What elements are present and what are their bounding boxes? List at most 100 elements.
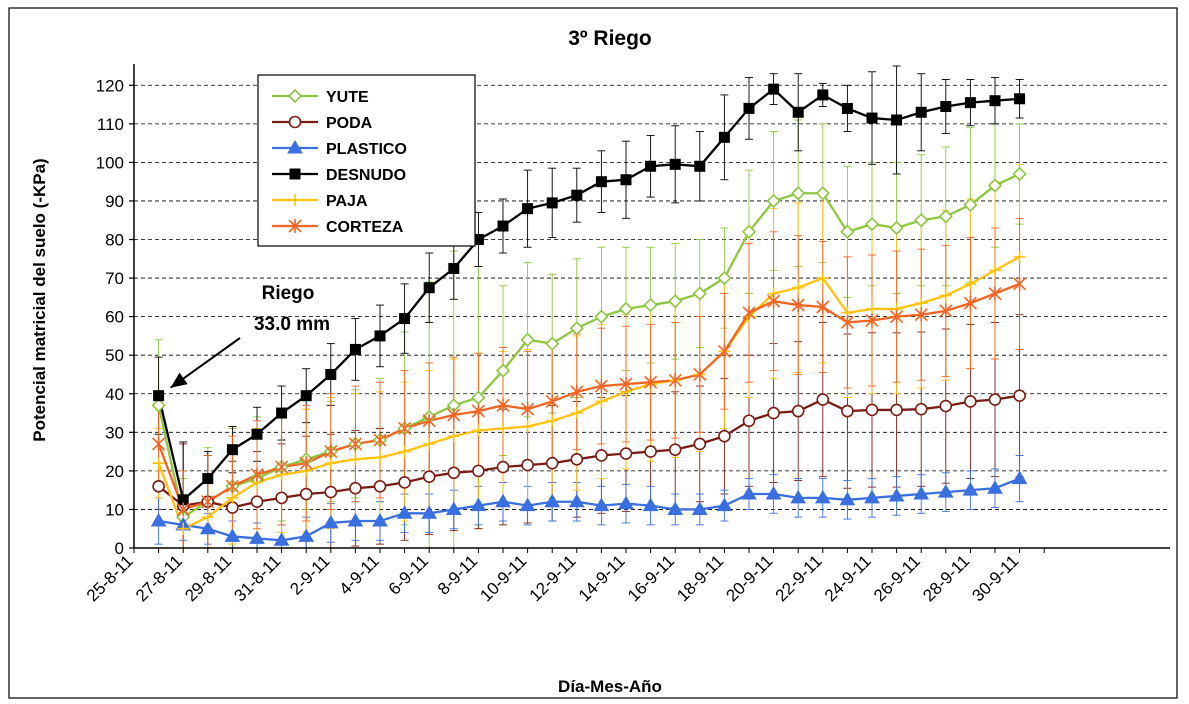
point-plastico	[937, 484, 954, 498]
point-poda	[299, 487, 313, 501]
point-plastico	[716, 497, 733, 512]
point-desnudo	[989, 95, 1001, 107]
point-yute	[594, 309, 609, 324]
point-desnudo	[177, 494, 189, 506]
point-paja	[177, 522, 190, 535]
point-desnudo	[940, 100, 952, 112]
point-paja	[1013, 250, 1026, 263]
point-paja	[915, 297, 928, 310]
point-poda	[324, 485, 338, 499]
point-corteza	[201, 494, 215, 509]
point-yute	[717, 270, 732, 286]
point-corteza	[988, 286, 1002, 301]
point-plastico	[962, 482, 979, 496]
legend-box	[257, 74, 476, 247]
point-poda	[964, 395, 977, 408]
point-plastico	[273, 532, 290, 546]
point-desnudo	[472, 234, 484, 246]
point-poda	[890, 403, 903, 417]
point-paja	[423, 437, 436, 450]
point-plastico	[987, 480, 1003, 494]
point-corteza	[668, 373, 682, 388]
annotation: Riego 33.0 mm	[170, 283, 330, 389]
point-corteza	[324, 444, 338, 459]
point-poda	[644, 445, 657, 458]
point-desnudo	[768, 83, 780, 95]
series-markers	[150, 83, 1028, 546]
point-corteza	[816, 300, 830, 314]
point-yute	[668, 294, 683, 309]
point-plastico	[224, 528, 241, 542]
point-paja	[226, 491, 239, 504]
point-poda	[718, 429, 731, 443]
point-desnudo	[718, 131, 730, 143]
point-poda	[865, 403, 879, 417]
point-poda	[791, 404, 805, 418]
point-yute	[520, 332, 535, 347]
point-corteza	[840, 315, 854, 330]
point-corteza	[1013, 276, 1027, 291]
point-desnudo	[276, 407, 288, 419]
legend-label-poda: PODA	[326, 115, 373, 132]
point-paja	[964, 277, 977, 290]
point-paja	[792, 281, 805, 294]
y-tick-label: 30	[105, 423, 124, 442]
point-desnudo	[399, 313, 411, 325]
point-plastico	[667, 501, 684, 515]
point-corteza	[348, 436, 362, 451]
point-corteza	[176, 502, 190, 517]
point-corteza	[152, 436, 166, 451]
y-tick-label: 0	[115, 539, 124, 558]
point-poda	[570, 453, 584, 466]
point-desnudo	[817, 89, 829, 101]
point-plastico	[495, 493, 511, 508]
point-desnudo	[251, 428, 263, 440]
point-paja	[349, 453, 362, 466]
point-poda	[693, 437, 707, 451]
point-plastico	[593, 497, 610, 512]
point-corteza	[767, 294, 781, 309]
annotation-arrowhead	[170, 372, 188, 388]
point-corteza	[914, 307, 928, 322]
y-tick-label: 120	[96, 76, 124, 95]
point-yute	[618, 301, 634, 317]
point-yute	[495, 363, 511, 378]
point-desnudo	[694, 160, 706, 172]
point-yute	[791, 186, 806, 201]
point-poda	[496, 460, 510, 474]
point-desnudo	[349, 343, 361, 355]
point-poda	[447, 466, 461, 480]
point-desnudo	[792, 106, 804, 118]
point-plastico	[568, 493, 585, 508]
point-poda	[742, 414, 756, 428]
y-axis-label: Potencial matricial del suelo (-KPa)	[30, 158, 49, 441]
point-plastico	[618, 495, 634, 510]
chart-area-border	[8, 7, 1178, 699]
point-corteza	[570, 384, 584, 399]
point-corteza	[496, 398, 510, 413]
y-tick-label: 20	[105, 462, 124, 481]
point-desnudo	[645, 160, 657, 172]
point-plastico	[445, 501, 462, 515]
legend-marker-paja	[289, 194, 301, 206]
point-poda	[988, 393, 1002, 406]
point-poda	[767, 406, 780, 420]
point-poda	[939, 399, 953, 413]
point-yute	[151, 398, 166, 413]
point-yute	[987, 178, 1003, 193]
point-desnudo	[546, 197, 558, 209]
point-desnudo	[374, 330, 386, 342]
y-tick-label: 70	[105, 269, 124, 288]
point-poda	[1013, 389, 1026, 402]
point-plastico	[298, 528, 315, 542]
point-desnudo	[226, 444, 238, 456]
point-desnudo	[669, 158, 681, 170]
legend-marker-plastico	[287, 140, 303, 154]
point-poda	[152, 480, 165, 493]
point-poda	[668, 443, 682, 456]
y-tick-label: 110	[97, 115, 124, 134]
point-plastico	[544, 493, 561, 508]
y-axis-ticks: 0 10 20 30 40 50 60 70 80 90 100 110 120	[96, 76, 134, 558]
point-corteza	[791, 298, 805, 313]
point-plastico	[691, 501, 708, 515]
